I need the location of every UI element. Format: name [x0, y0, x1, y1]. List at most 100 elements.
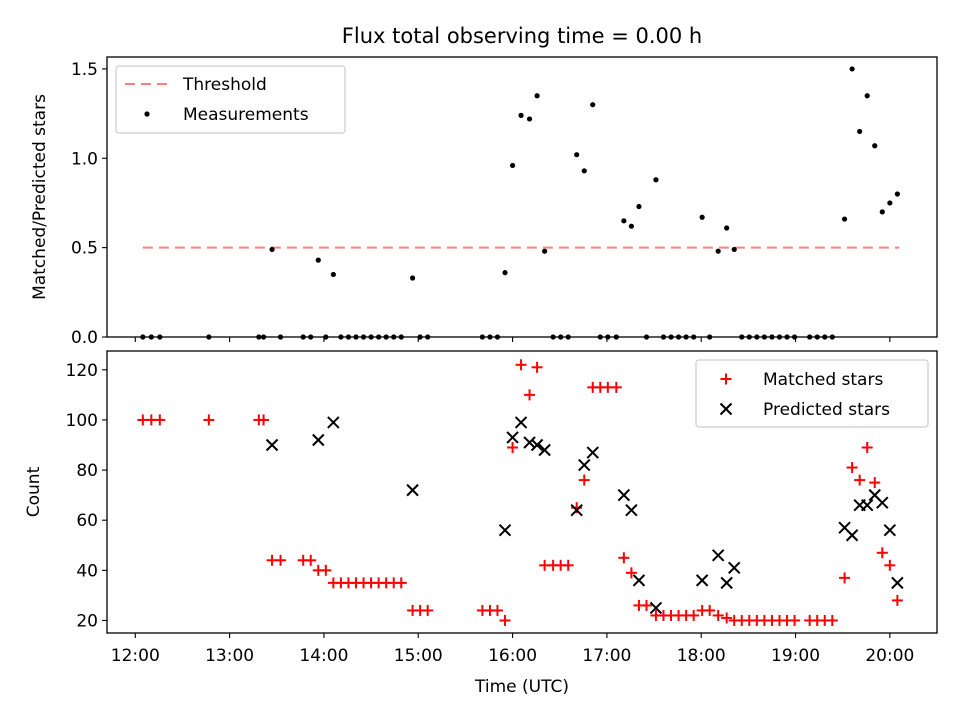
bottom-x-tick-label-3: 15:00: [394, 646, 443, 666]
measurement-point-47: [653, 177, 659, 183]
matched-point-5: [258, 414, 270, 426]
predicted-point-6: [514, 416, 528, 429]
top-y-tick-label-2: 1.0: [71, 149, 98, 169]
measurement-point-12: [330, 271, 336, 278]
measurement-point-6: [269, 246, 275, 253]
bottom-legend: Matched stars Predicted stars: [695, 359, 929, 428]
matched-point-27: [491, 604, 503, 616]
top-legend: Threshold Measurements: [115, 65, 346, 134]
predicted-point-26: [876, 496, 889, 509]
legend-predicted-label: Predicted stars: [763, 400, 890, 420]
top-y-tick-label-1: 0.5: [71, 239, 98, 259]
predicted-point-8: [530, 438, 544, 452]
bottom-x-tick-label-4: 16:00: [488, 646, 537, 666]
top-legend-box: [115, 65, 346, 134]
predicted-point-3: [406, 483, 419, 497]
bottom-x-tick-label-7: 19:00: [771, 646, 820, 666]
bottom-axes-frame: [106, 350, 938, 634]
measurement-point-30: [518, 112, 524, 118]
bottom-y-tick-label-2: 60: [76, 511, 98, 531]
matched-point-76: [884, 559, 896, 571]
legend-threshold-label: Threshold: [182, 75, 267, 95]
predicted-point-12: [586, 446, 599, 459]
measurement-point-31: [526, 116, 533, 122]
matched-point-36: [562, 559, 574, 571]
top-axes-frame: [106, 56, 938, 338]
bottom-x-tick-label-0: 12:00: [111, 646, 160, 666]
measurement-point-74: [872, 143, 878, 149]
bottom-y-tick-label-3: 80: [76, 461, 98, 481]
predicted-point-7: [523, 436, 536, 449]
matched-stars-points: [137, 359, 903, 626]
legend-matched-swatch: [720, 373, 732, 385]
measurement-point-73: [864, 93, 870, 99]
top-y-axis-label: Matched/Predicted stars: [30, 94, 50, 300]
bottom-y-tick-label-5: 120: [66, 361, 98, 381]
measurement-point-10: [315, 257, 321, 263]
matched-point-55: [712, 609, 724, 621]
predicted-point-27: [883, 524, 897, 537]
matched-point-72: [854, 474, 866, 486]
predicted-point-5: [506, 431, 519, 444]
predicted-point-0: [265, 438, 279, 452]
bottom-legend-box: [695, 359, 929, 428]
predicted-point-11: [578, 458, 591, 472]
predicted-point-22: [845, 529, 859, 542]
measurement-point-77: [894, 191, 900, 197]
measurement-point-72: [857, 128, 863, 135]
predicted-point-18: [711, 549, 725, 562]
bottom-x-tick-label-8: 20:00: [865, 646, 914, 666]
matched-point-74: [869, 477, 881, 489]
measurement-point-71: [849, 66, 855, 72]
measurement-point-33: [542, 248, 548, 254]
matched-point-77: [891, 594, 903, 606]
matched-point-56: [721, 612, 733, 624]
predicted-point-19: [720, 576, 733, 590]
bottom-y-tick-label-1: 40: [76, 561, 98, 581]
measurement-point-44: [628, 223, 635, 229]
bottom-x-tick-label-2: 14:00: [299, 646, 348, 666]
legend-measurements-label: Measurements: [183, 105, 309, 125]
matched-point-2: [154, 414, 166, 426]
matched-point-21: [395, 577, 407, 589]
predicted-stars-points: [265, 416, 904, 615]
measurement-point-56: [724, 225, 730, 231]
measurement-point-53: [699, 214, 705, 220]
measurement-point-57: [731, 246, 737, 253]
measurement-point-28: [502, 270, 508, 276]
matched-point-73: [861, 442, 873, 454]
predicted-point-9: [538, 443, 551, 457]
predicted-point-4: [498, 524, 512, 537]
measurement-point-39: [590, 102, 596, 108]
measurement-point-70: [841, 216, 848, 222]
matched-point-69: [826, 614, 838, 626]
matched-point-43: [618, 552, 630, 564]
bottom-x-tick-label-6: 18:00: [677, 646, 726, 666]
predicted-point-13: [617, 488, 631, 502]
predicted-point-28: [891, 576, 904, 590]
predicted-point-20: [728, 561, 741, 575]
bottom-axis-ticks: 12:00 13:00 14:00 15:00 16:00 17:00 18:00 19:00…: [66, 361, 915, 666]
legend-measurements-swatch: [144, 111, 150, 117]
bottom-y-axis-label: Count: [24, 466, 44, 517]
predicted-point-16: [649, 601, 663, 615]
matched-point-24: [422, 604, 434, 616]
measurement-point-22: [409, 275, 416, 281]
measurement-point-76: [887, 200, 893, 206]
predicted-point-14: [625, 503, 638, 517]
matched-point-38: [578, 474, 590, 486]
matched-point-52: [688, 609, 700, 621]
predicted-point-17: [695, 574, 709, 587]
measurement-point-32: [534, 93, 540, 99]
matched-point-30: [515, 359, 527, 371]
legend-matched-label: Matched stars: [763, 370, 883, 390]
measurement-point-38: [581, 168, 587, 174]
top-axis-ticks: 0.0 0.5 1.0 1.5: [71, 60, 891, 348]
legend-predicted-swatch: [719, 402, 733, 416]
matched-point-75: [876, 547, 888, 559]
measurement-point-29: [509, 162, 516, 169]
matched-point-11: [320, 564, 332, 576]
legend-matched-marker: [720, 373, 732, 385]
matched-point-71: [846, 462, 858, 474]
